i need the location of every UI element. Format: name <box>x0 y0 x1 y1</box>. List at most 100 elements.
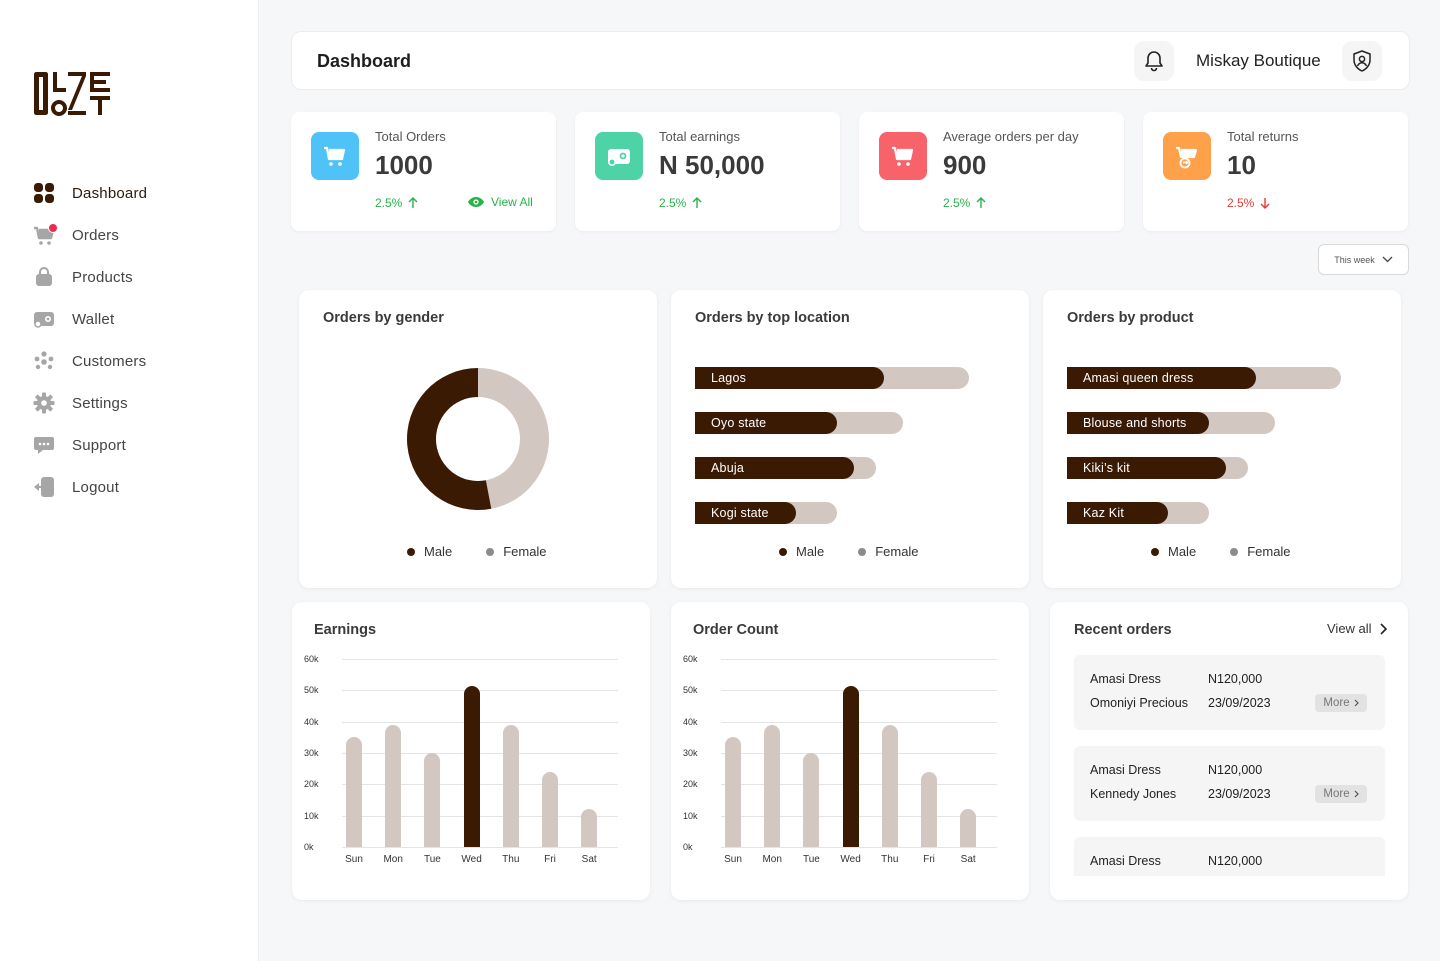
hbar-row: Kiki’s kit <box>1067 457 1248 479</box>
sidebar-item-support[interactable]: Support <box>32 424 147 466</box>
view-all-label: View all <box>1327 621 1372 636</box>
bar-fri[interactable] <box>921 771 937 847</box>
sidebar-item-customers[interactable]: Customers <box>32 340 147 382</box>
hbar-label: Abuja <box>711 461 744 475</box>
stat-change-value: 2.5% <box>659 196 687 210</box>
panel-title: Orders by product <box>1067 310 1194 326</box>
bar-tue[interactable] <box>803 753 820 847</box>
hbar-male[interactable] <box>695 412 838 434</box>
orders-by-location-panel: Orders by top location Lagos Oyo state Abu… <box>671 290 1029 588</box>
y-tick-label: 50k <box>683 685 698 696</box>
order-card[interactable]: Amasi Dress N120,000 Omoniyi Precious 23… <box>1074 655 1385 730</box>
hbar-male[interactable] <box>1067 502 1169 524</box>
view-all-orders-link[interactable]: View All <box>467 195 533 209</box>
hbar-label: Oyo state <box>711 416 767 430</box>
hbar-row: Lagos <box>695 367 969 389</box>
arrow-up-icon <box>692 197 702 208</box>
arrow-up-icon <box>408 197 418 208</box>
sidebar-item-orders[interactable]: Orders <box>32 214 147 256</box>
bar-wed[interactable] <box>842 685 859 847</box>
order-product: Amasi Dress <box>1090 854 1161 868</box>
sidebar-item-label: Customers <box>72 352 147 370</box>
chat-icon <box>32 433 56 457</box>
view-all-orders-link[interactable]: View all <box>1327 621 1387 636</box>
wallet-icon <box>595 132 643 180</box>
gridline <box>342 847 618 848</box>
chevron-right-icon <box>1354 790 1359 798</box>
order-customer: Omoniyi Precious <box>1090 696 1188 710</box>
order-price: N120,000 <box>1208 854 1263 868</box>
sidebar-item-wallet[interactable]: Wallet <box>32 298 147 340</box>
hbar-male[interactable] <box>695 457 854 479</box>
sidebar-item-logout[interactable]: Logout <box>32 466 147 508</box>
eye-icon <box>468 197 484 207</box>
sidebar-item-products[interactable]: Products <box>32 256 147 298</box>
hbar-male[interactable] <box>1067 367 1257 389</box>
stat-change: 2.5% <box>659 196 702 210</box>
bar-mon[interactable] <box>385 724 402 847</box>
legend-dot <box>1230 547 1239 556</box>
hbar-male[interactable] <box>695 367 885 389</box>
bar-thu[interactable] <box>881 724 898 847</box>
legend-label: Male <box>1168 544 1197 559</box>
legend-item-female: Female <box>1230 544 1291 559</box>
gear-icon <box>32 391 56 415</box>
gridline <box>721 690 997 692</box>
order-card[interactable]: Amasi Dress N120,000 <box>1074 837 1385 876</box>
bar-fri[interactable] <box>542 771 558 847</box>
bar-mon[interactable] <box>764 724 781 847</box>
bar-sat[interactable] <box>960 809 977 847</box>
hbar-label: Blouse and shorts <box>1083 416 1187 430</box>
stat-change-value: 2.5% <box>375 196 403 210</box>
legend-item-female: Female <box>486 544 547 559</box>
arrow-up-icon <box>976 197 986 208</box>
top-bar: Dashboard Miskay Boutique <box>291 31 1410 90</box>
order-count-bar-chart: 0k 10k 20k 30k 40k 50k 60k Sun Mon Tue Wed Thu Fri Sa… <box>671 602 1029 900</box>
bar-wed[interactable] <box>463 685 480 847</box>
order-date: 23/09/2023 <box>1208 787 1271 801</box>
user-shield-icon <box>1353 50 1371 72</box>
hbar-male[interactable] <box>1067 412 1210 434</box>
legend-dot <box>486 547 495 556</box>
hbar-row: Oyo state <box>695 412 904 434</box>
order-price: N120,000 <box>1208 763 1263 777</box>
x-tick-label: Mon <box>383 854 403 865</box>
brand-logo[interactable] <box>34 70 114 120</box>
hbar-label: Kiki’s kit <box>1083 461 1130 475</box>
stat-card-total-earnings: Total earnings N 50,000 2.5% <box>575 112 840 231</box>
x-tick-label: Sat <box>581 854 597 865</box>
more-button[interactable]: More <box>1315 694 1367 712</box>
order-card[interactable]: Amasi Dress N120,000 Kennedy Jones 23/09… <box>1074 746 1385 821</box>
y-tick-label: 50k <box>304 685 319 696</box>
more-label: More <box>1323 788 1350 800</box>
x-tick-label: Sun <box>724 854 742 865</box>
bar-sat[interactable] <box>581 809 598 847</box>
hbar-male[interactable] <box>1067 457 1226 479</box>
cart-icon <box>311 132 359 180</box>
hbar-male[interactable] <box>695 502 797 524</box>
y-tick-label: 0k <box>304 842 314 852</box>
bar-tue[interactable] <box>424 753 441 847</box>
donut-segment-male[interactable] <box>407 368 492 510</box>
sidebar-item-label: Products <box>72 268 133 286</box>
notifications-button[interactable] <box>1134 41 1174 81</box>
period-select[interactable]: This week <box>1318 244 1409 275</box>
x-tick-label: Thu <box>881 854 899 865</box>
sidebar-item-settings[interactable]: Settings <box>32 382 147 424</box>
bar-sun[interactable] <box>725 737 741 847</box>
bar-sun[interactable] <box>346 737 362 847</box>
bar-thu[interactable] <box>502 724 519 847</box>
cart-icon <box>32 223 58 247</box>
hbar-label: Lagos <box>711 371 747 385</box>
bell-icon <box>1145 51 1163 72</box>
legend-label: Female <box>1247 544 1291 559</box>
more-button[interactable]: More <box>1315 785 1367 803</box>
donut-segment-female[interactable] <box>478 368 550 509</box>
legend-item-male: Male <box>407 544 452 559</box>
x-tick-label: Wed <box>461 854 482 865</box>
stat-card-total-returns: Total returns 10 2.5% <box>1143 112 1408 231</box>
y-tick-label: 10k <box>683 810 698 821</box>
sidebar-item-dashboard[interactable]: Dashboard <box>32 172 147 214</box>
x-tick-label: Fri <box>544 854 556 865</box>
profile-button[interactable] <box>1342 41 1382 81</box>
